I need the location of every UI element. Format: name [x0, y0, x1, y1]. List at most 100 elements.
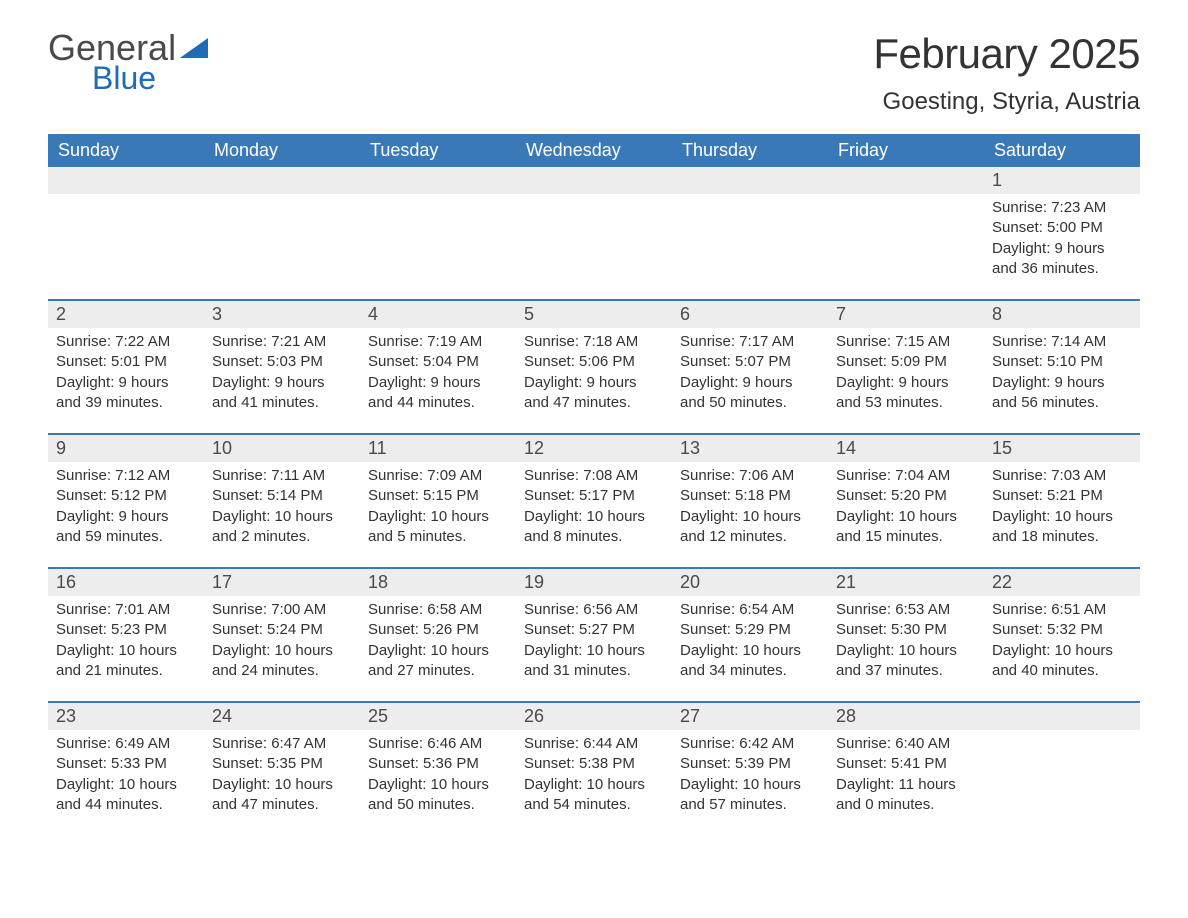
day-details: Sunrise: 6:47 AMSunset: 5:35 PMDaylight:… — [204, 730, 360, 823]
calendar-day: 3Sunrise: 7:21 AMSunset: 5:03 PMDaylight… — [204, 301, 360, 421]
day-number: 25 — [360, 703, 516, 730]
day-number — [204, 167, 360, 194]
day-number: 8 — [984, 301, 1140, 328]
calendar-day: 15Sunrise: 7:03 AMSunset: 5:21 PMDayligh… — [984, 435, 1140, 555]
day-number: 11 — [360, 435, 516, 462]
calendar-day: 20Sunrise: 6:54 AMSunset: 5:29 PMDayligh… — [672, 569, 828, 689]
sunrise-line: Sunrise: 6:53 AM — [836, 600, 976, 620]
day-number: 23 — [48, 703, 204, 730]
sunset-line: Sunset: 5:32 PM — [992, 620, 1132, 640]
day-number: 14 — [828, 435, 984, 462]
sunrise-line: Sunrise: 6:51 AM — [992, 600, 1132, 620]
daylight-line: Daylight: 10 hours and 40 minutes. — [992, 641, 1132, 682]
sunrise-line: Sunrise: 7:17 AM — [680, 332, 820, 352]
daylight-line: Daylight: 10 hours and 47 minutes. — [212, 775, 352, 816]
day-details: Sunrise: 7:09 AMSunset: 5:15 PMDaylight:… — [360, 462, 516, 555]
calendar-day: 2Sunrise: 7:22 AMSunset: 5:01 PMDaylight… — [48, 301, 204, 421]
calendar-day: 24Sunrise: 6:47 AMSunset: 5:35 PMDayligh… — [204, 703, 360, 823]
daylight-line: Daylight: 9 hours and 44 minutes. — [368, 373, 508, 414]
daylight-line: Daylight: 9 hours and 59 minutes. — [56, 507, 196, 548]
calendar-day: 18Sunrise: 6:58 AMSunset: 5:26 PMDayligh… — [360, 569, 516, 689]
brand-text: General Blue — [48, 30, 176, 94]
week-row: 23Sunrise: 6:49 AMSunset: 5:33 PMDayligh… — [48, 701, 1140, 823]
sunrise-line: Sunrise: 7:06 AM — [680, 466, 820, 486]
sunset-line: Sunset: 5:27 PM — [524, 620, 664, 640]
sunrise-line: Sunrise: 6:40 AM — [836, 734, 976, 754]
daylight-line: Daylight: 9 hours and 36 minutes. — [992, 239, 1132, 280]
calendar-day-empty — [360, 167, 516, 287]
daylight-line: Daylight: 10 hours and 54 minutes. — [524, 775, 664, 816]
daylight-line: Daylight: 10 hours and 31 minutes. — [524, 641, 664, 682]
daylight-line: Daylight: 9 hours and 56 minutes. — [992, 373, 1132, 414]
sunset-line: Sunset: 5:38 PM — [524, 754, 664, 774]
day-details: Sunrise: 7:17 AMSunset: 5:07 PMDaylight:… — [672, 328, 828, 421]
sunrise-line: Sunrise: 6:54 AM — [680, 600, 820, 620]
day-number: 1 — [984, 167, 1140, 194]
sunrise-line: Sunrise: 7:14 AM — [992, 332, 1132, 352]
daylight-line: Daylight: 10 hours and 12 minutes. — [680, 507, 820, 548]
sunrise-line: Sunrise: 6:58 AM — [368, 600, 508, 620]
day-number — [360, 167, 516, 194]
calendar-day-empty — [672, 167, 828, 287]
daylight-line: Daylight: 9 hours and 53 minutes. — [836, 373, 976, 414]
daylight-line: Daylight: 10 hours and 18 minutes. — [992, 507, 1132, 548]
week-row: 9Sunrise: 7:12 AMSunset: 5:12 PMDaylight… — [48, 433, 1140, 555]
sunset-line: Sunset: 5:01 PM — [56, 352, 196, 372]
day-number: 21 — [828, 569, 984, 596]
daylight-line: Daylight: 9 hours and 50 minutes. — [680, 373, 820, 414]
sunrise-line: Sunrise: 6:46 AM — [368, 734, 508, 754]
sunset-line: Sunset: 5:17 PM — [524, 486, 664, 506]
sunset-line: Sunset: 5:12 PM — [56, 486, 196, 506]
daylight-line: Daylight: 10 hours and 2 minutes. — [212, 507, 352, 548]
day-details: Sunrise: 6:40 AMSunset: 5:41 PMDaylight:… — [828, 730, 984, 823]
day-details: Sunrise: 7:06 AMSunset: 5:18 PMDaylight:… — [672, 462, 828, 555]
calendar-day: 8Sunrise: 7:14 AMSunset: 5:10 PMDaylight… — [984, 301, 1140, 421]
day-details: Sunrise: 6:46 AMSunset: 5:36 PMDaylight:… — [360, 730, 516, 823]
calendar-day-empty — [204, 167, 360, 287]
calendar-day: 23Sunrise: 6:49 AMSunset: 5:33 PMDayligh… — [48, 703, 204, 823]
sunset-line: Sunset: 5:41 PM — [836, 754, 976, 774]
day-number — [516, 167, 672, 194]
sunrise-line: Sunrise: 7:08 AM — [524, 466, 664, 486]
month-title: February 2025 — [873, 30, 1140, 78]
day-details: Sunrise: 7:22 AMSunset: 5:01 PMDaylight:… — [48, 328, 204, 421]
sunset-line: Sunset: 5:00 PM — [992, 218, 1132, 238]
day-number — [828, 167, 984, 194]
sunset-line: Sunset: 5:39 PM — [680, 754, 820, 774]
day-details: Sunrise: 7:19 AMSunset: 5:04 PMDaylight:… — [360, 328, 516, 421]
day-number: 18 — [360, 569, 516, 596]
calendar-day: 14Sunrise: 7:04 AMSunset: 5:20 PMDayligh… — [828, 435, 984, 555]
week-row: 1Sunrise: 7:23 AMSunset: 5:00 PMDaylight… — [48, 167, 1140, 287]
calendar-day: 10Sunrise: 7:11 AMSunset: 5:14 PMDayligh… — [204, 435, 360, 555]
calendar-day: 19Sunrise: 6:56 AMSunset: 5:27 PMDayligh… — [516, 569, 672, 689]
day-number: 5 — [516, 301, 672, 328]
sunrise-line: Sunrise: 7:03 AM — [992, 466, 1132, 486]
calendar-day: 25Sunrise: 6:46 AMSunset: 5:36 PMDayligh… — [360, 703, 516, 823]
calendar-day: 21Sunrise: 6:53 AMSunset: 5:30 PMDayligh… — [828, 569, 984, 689]
sunrise-line: Sunrise: 6:47 AM — [212, 734, 352, 754]
daylight-line: Daylight: 9 hours and 41 minutes. — [212, 373, 352, 414]
calendar-day-empty — [516, 167, 672, 287]
day-number: 6 — [672, 301, 828, 328]
day-number — [984, 703, 1140, 730]
dow-cell: Sunday — [48, 134, 204, 167]
day-number: 10 — [204, 435, 360, 462]
day-number: 15 — [984, 435, 1140, 462]
sunset-line: Sunset: 5:07 PM — [680, 352, 820, 372]
day-number — [672, 167, 828, 194]
day-details: Sunrise: 6:44 AMSunset: 5:38 PMDaylight:… — [516, 730, 672, 823]
dow-cell: Thursday — [672, 134, 828, 167]
daylight-line: Daylight: 11 hours and 0 minutes. — [836, 775, 976, 816]
page-header: General Blue February 2025 Goesting, Sty… — [48, 30, 1140, 116]
day-details: Sunrise: 7:08 AMSunset: 5:17 PMDaylight:… — [516, 462, 672, 555]
dow-cell: Wednesday — [516, 134, 672, 167]
daylight-line: Daylight: 10 hours and 5 minutes. — [368, 507, 508, 548]
day-details: Sunrise: 7:12 AMSunset: 5:12 PMDaylight:… — [48, 462, 204, 555]
calendar-day: 16Sunrise: 7:01 AMSunset: 5:23 PMDayligh… — [48, 569, 204, 689]
day-details: Sunrise: 6:42 AMSunset: 5:39 PMDaylight:… — [672, 730, 828, 823]
day-details: Sunrise: 7:15 AMSunset: 5:09 PMDaylight:… — [828, 328, 984, 421]
sunset-line: Sunset: 5:23 PM — [56, 620, 196, 640]
daylight-line: Daylight: 10 hours and 24 minutes. — [212, 641, 352, 682]
sunset-line: Sunset: 5:06 PM — [524, 352, 664, 372]
daylight-line: Daylight: 10 hours and 57 minutes. — [680, 775, 820, 816]
